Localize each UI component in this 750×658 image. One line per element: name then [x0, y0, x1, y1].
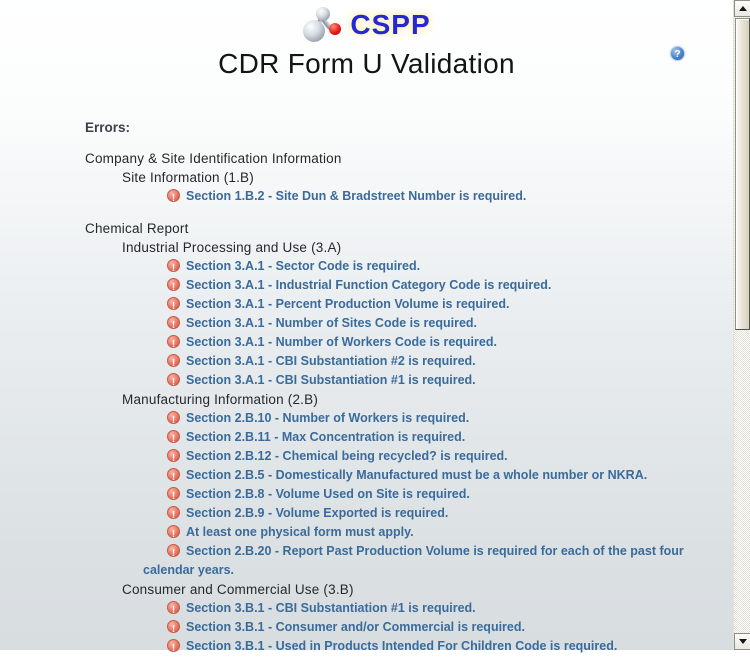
- validation-error-text[interactable]: Section 3.A.1 - Sector Code is required.: [186, 259, 421, 273]
- validation-error-row: Section 2.B.10 - Number of Workers is re…: [143, 409, 688, 430]
- validation-error-text[interactable]: Section 3.B.1 - Used in Products Intende…: [186, 639, 618, 653]
- validation-error-text[interactable]: Section 1.B.2 - Site Dun & Bradstreet Nu…: [186, 189, 527, 203]
- section-group-label: Company & Site Identification Informatio…: [85, 151, 342, 166]
- error-exclamation-icon: [167, 411, 180, 430]
- validation-error-row: Section 3.A.1 - CBI Substantiation #2 is…: [143, 352, 688, 373]
- validation-error-text[interactable]: Section 3.A.1 - Number of Sites Code is …: [186, 316, 478, 330]
- scrollbar-up-button[interactable]: [734, 0, 750, 17]
- validation-error-row: Section 2.B.11 - Max Concentration is re…: [143, 428, 688, 449]
- scrollbar-down-button[interactable]: [734, 633, 750, 650]
- error-group: Company & Site Identification Informatio…: [0, 149, 733, 208]
- validation-error-row: Section 2.B.12 - Chemical being recycled…: [143, 447, 688, 468]
- error-exclamation-icon: [167, 449, 180, 468]
- validation-error-text[interactable]: Section 3.A.1 - CBI Substantiation #1 is…: [186, 373, 476, 387]
- validation-error-row: Section 3.A.1 - Industrial Function Cate…: [143, 276, 688, 297]
- validation-error-text[interactable]: Section 3.B.1 - Consumer and/or Commerci…: [186, 620, 525, 634]
- molecule-atom-gray-large: [303, 20, 326, 42]
- validation-results: Errors: Company & Site Identification In…: [0, 118, 733, 658]
- molecule-icon: [302, 6, 342, 44]
- validation-error-text[interactable]: Section 2.B.8 - Volume Used on Site is r…: [186, 487, 470, 501]
- validation-error-row: Section 1.B.2 - Site Dun & Bradstreet Nu…: [143, 187, 688, 208]
- error-exclamation-icon: [167, 354, 180, 373]
- validation-error-row: Section 3.A.1 - Number of Workers Code i…: [143, 333, 688, 354]
- error-exclamation-icon: [167, 620, 180, 639]
- errors-label: Errors:: [85, 120, 131, 135]
- error-tree: Company & Site Identification Informatio…: [0, 149, 733, 658]
- validation-error-text[interactable]: Section 2.B.12 - Chemical being recycled…: [186, 449, 508, 463]
- validation-error-text[interactable]: Section 2.B.10 - Number of Workers is re…: [186, 411, 470, 425]
- error-exclamation-icon: [167, 430, 180, 449]
- molecule-atom-red: [329, 23, 342, 35]
- validation-error-text[interactable]: Section 3.B.1 - CBI Substantiation #1 is…: [186, 601, 476, 615]
- validation-error-row: Section 3.A.1 - Percent Production Volum…: [143, 295, 688, 316]
- error-exclamation-icon: [167, 487, 180, 506]
- error-exclamation-icon: [167, 335, 180, 354]
- validation-error-row: Section 3.B.1 - Consumer and/or Commerci…: [143, 618, 688, 639]
- validation-error-row: Section 3.B.1 - CBI Substantiation #1 is…: [143, 599, 688, 620]
- validation-error-row: Section 3.A.1 - Number of Sites Code is …: [143, 314, 688, 335]
- brand-header: CSPP: [0, 0, 733, 44]
- molecule-atom-gray-small: [316, 7, 331, 21]
- subsection-label: Site Information (1.B): [122, 170, 254, 185]
- validation-error-text[interactable]: Section 2.B.5 - Domestically Manufacture…: [186, 468, 648, 482]
- validation-error-text[interactable]: Section 3.A.1 - CBI Substantiation #2 is…: [186, 354, 476, 368]
- error-exclamation-icon: [167, 639, 180, 658]
- validation-error-text[interactable]: Section 2.B.11 - Max Concentration is re…: [186, 430, 466, 444]
- error-exclamation-icon: [167, 544, 180, 563]
- help-icon[interactable]: ?: [670, 46, 685, 61]
- validation-error-text[interactable]: Section 3.A.1 - Industrial Function Cate…: [186, 278, 552, 292]
- error-exclamation-icon: [167, 189, 180, 208]
- brand-name: CSPP: [350, 9, 431, 40]
- error-exclamation-icon: [167, 525, 180, 544]
- section-group-label: Chemical Report: [85, 221, 189, 236]
- error-exclamation-icon: [167, 297, 180, 316]
- validation-error-text[interactable]: Section 3.A.1 - Number of Workers Code i…: [186, 335, 497, 349]
- scrollbar-thumb[interactable]: [735, 18, 750, 330]
- error-exclamation-icon: [167, 506, 180, 525]
- page: CSPP CDR Form U Validation ? Errors: Com…: [0, 0, 733, 650]
- page-title: CDR Form U Validation: [218, 48, 515, 79]
- error-exclamation-icon: [167, 278, 180, 297]
- validation-error-text[interactable]: Section 3.A.1 - Percent Production Volum…: [186, 297, 510, 311]
- error-group: Chemical Report Industrial Processing and…: [0, 219, 733, 658]
- error-exclamation-icon: [167, 259, 180, 278]
- subsection-label: Manufacturing Information (2.B): [122, 392, 319, 407]
- subsection-label: Industrial Processing and Use (3.A): [122, 240, 342, 255]
- vertical-scrollbar[interactable]: [733, 0, 750, 650]
- validation-error-row: At least one physical form must apply.: [143, 523, 688, 544]
- error-exclamation-icon: [167, 373, 180, 392]
- subsection-label: Consumer and Commercial Use (3.B): [122, 582, 354, 597]
- down-arrow-icon: [738, 639, 747, 644]
- validation-error-text[interactable]: Section 2.B.9 - Volume Exported is requi…: [186, 506, 449, 520]
- validation-error-row: Section 2.B.20 - Report Past Production …: [143, 542, 688, 580]
- validation-error-text[interactable]: At least one physical form must apply.: [186, 525, 414, 539]
- validation-error-row: Section 3.A.1 - CBI Substantiation #1 is…: [143, 371, 688, 392]
- error-exclamation-icon: [167, 468, 180, 487]
- validation-error-text[interactable]: Section 2.B.20 - Report Past Production …: [143, 544, 684, 577]
- validation-error-row: Section 2.B.9 - Volume Exported is requi…: [143, 504, 688, 525]
- error-exclamation-icon: [167, 601, 180, 620]
- validation-error-row: Section 3.B.1 - Used in Products Intende…: [143, 637, 688, 658]
- up-arrow-icon: [738, 6, 747, 11]
- error-exclamation-icon: [167, 316, 180, 335]
- validation-error-row: Section 3.A.1 - Sector Code is required.: [143, 257, 688, 278]
- validation-error-row: Section 2.B.5 - Domestically Manufacture…: [143, 466, 688, 487]
- validation-error-row: Section 2.B.8 - Volume Used on Site is r…: [143, 485, 688, 506]
